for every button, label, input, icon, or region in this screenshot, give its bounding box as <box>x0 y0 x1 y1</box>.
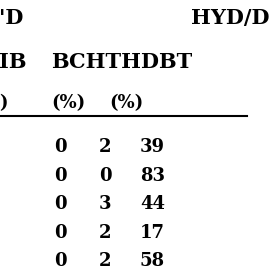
Text: 58: 58 <box>140 252 165 270</box>
Text: BCHTHDBT: BCHTHDBT <box>51 52 192 72</box>
Text: 2: 2 <box>99 252 111 270</box>
Text: 0: 0 <box>54 138 66 156</box>
Text: 0: 0 <box>54 224 66 242</box>
Text: (%): (%) <box>110 94 144 112</box>
Text: 0: 0 <box>54 252 66 270</box>
Text: IB: IB <box>0 52 27 72</box>
Text: 2: 2 <box>99 138 111 156</box>
Text: 44: 44 <box>140 195 165 213</box>
Text: 17: 17 <box>140 224 165 242</box>
Text: 39: 39 <box>140 138 165 156</box>
Text: 83: 83 <box>140 166 165 185</box>
Text: HYD/D: HYD/D <box>191 8 269 28</box>
Text: ): ) <box>0 94 8 112</box>
Text: 'D: 'D <box>0 8 24 28</box>
Text: 2: 2 <box>99 224 111 242</box>
Text: 0: 0 <box>54 166 66 185</box>
Text: 0: 0 <box>99 166 112 185</box>
Text: (%): (%) <box>51 94 85 112</box>
Text: 3: 3 <box>99 195 111 213</box>
Text: 0: 0 <box>54 195 66 213</box>
